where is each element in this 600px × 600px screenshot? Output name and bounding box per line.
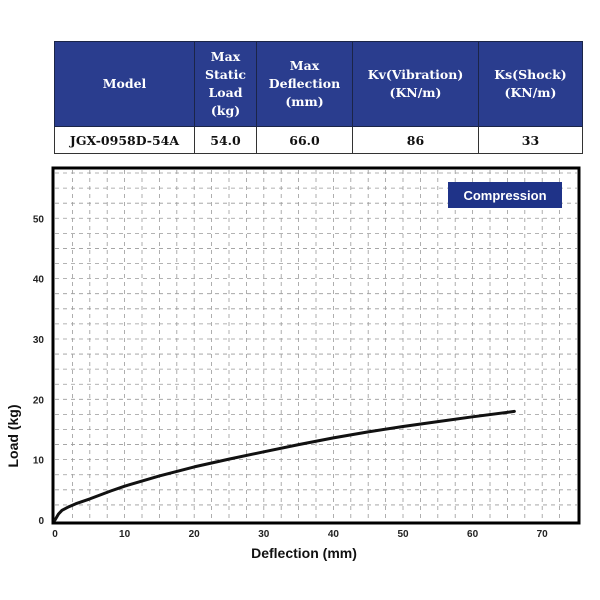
load-deflection-chart: 0 10 20 30 40 50 60 70 0 10 20 30 40 50 Compression D… (5, 166, 581, 561)
spec-header-row: Model Max Static Load (kg) Max Deflectio… (54, 41, 583, 127)
y-tick-label: 40 (33, 275, 45, 286)
spec-table: Model Max Static Load (kg) Max Deflectio… (54, 41, 583, 154)
legend-label: Compression (463, 188, 546, 203)
y-tick-label: 20 (33, 395, 45, 406)
x-tick-label: 10 (119, 529, 131, 540)
compression-curve (53, 409, 516, 522)
y-axis-label: Load (kg) (5, 405, 21, 468)
x-tick-label: 0 (52, 529, 58, 540)
y-tick-label: 50 (33, 214, 45, 225)
cell-max-deflection: 66.0 (256, 126, 353, 154)
cell-model: JGX-0958D-54A (54, 126, 195, 154)
header-kv-vibration: Kv(Vibration) (KN/m) (352, 41, 479, 127)
legend-box (448, 182, 562, 208)
x-tick-label: 50 (397, 529, 409, 540)
spec-data-row: JGX-0958D-54A 54.0 66.0 86 33 (54, 126, 583, 154)
y-tick-label: 10 (33, 456, 45, 467)
cell-kv-vibration: 86 (352, 126, 479, 154)
x-tick-label: 20 (189, 529, 201, 540)
x-tick-label: 60 (467, 529, 479, 540)
x-tick-label: 40 (328, 529, 340, 540)
cell-ks-shock: 33 (478, 126, 583, 154)
header-model: Model (54, 41, 195, 127)
x-tick-label: 70 (537, 529, 549, 540)
y-tick-label: 30 (33, 335, 45, 346)
cell-max-static-load: 54.0 (194, 126, 257, 154)
y-tick-label: 0 (38, 516, 44, 527)
x-tick-label: 30 (258, 529, 270, 540)
axis-ticks: 0 10 20 30 40 50 60 70 0 10 20 30 40 50 (33, 214, 548, 540)
header-max-deflection: Max Deflection (mm) (256, 41, 353, 127)
x-axis-label: Deflection (mm) (251, 545, 357, 561)
header-ks-shock: Ks(Shock) (KN/m) (478, 41, 583, 127)
header-max-static-load: Max Static Load (kg) (194, 41, 257, 127)
